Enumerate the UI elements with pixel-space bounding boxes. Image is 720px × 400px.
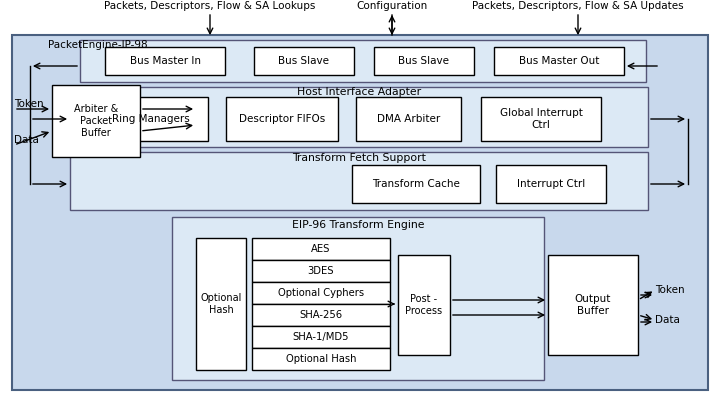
Text: PacketEngine-IP-98: PacketEngine-IP-98: [48, 40, 148, 50]
Text: Transform Fetch Support: Transform Fetch Support: [292, 153, 426, 163]
Bar: [70, 152, 648, 210]
Text: Token: Token: [655, 285, 685, 295]
Bar: [80, 40, 646, 82]
Text: Post -
Process: Post - Process: [405, 294, 443, 316]
Bar: [70, 87, 648, 147]
Text: AES: AES: [311, 244, 330, 254]
Bar: [252, 326, 390, 348]
Text: Bus Slave: Bus Slave: [279, 56, 330, 66]
Bar: [252, 238, 390, 260]
Text: Optional Hash: Optional Hash: [286, 354, 356, 364]
Text: Ring Managers: Ring Managers: [112, 114, 189, 124]
Text: SHA-1/MD5: SHA-1/MD5: [293, 332, 349, 342]
Text: Global Interrupt
Ctrl: Global Interrupt Ctrl: [500, 108, 582, 130]
Text: Bus Master Out: Bus Master Out: [519, 56, 599, 66]
Bar: [252, 304, 390, 326]
Bar: [494, 47, 624, 75]
Bar: [12, 35, 708, 390]
Bar: [252, 260, 390, 282]
Text: Transform Cache: Transform Cache: [372, 179, 460, 189]
Bar: [172, 217, 544, 380]
Text: Data: Data: [655, 315, 680, 325]
Text: Bus Slave: Bus Slave: [398, 56, 449, 66]
Bar: [226, 97, 338, 141]
Text: SHA-256: SHA-256: [300, 310, 343, 320]
Bar: [481, 97, 601, 141]
Text: Packets, Descriptors, Flow & SA Updates: Packets, Descriptors, Flow & SA Updates: [472, 1, 684, 11]
Bar: [93, 97, 208, 141]
Text: Interrupt Ctrl: Interrupt Ctrl: [517, 179, 585, 189]
Text: Configuration: Configuration: [356, 1, 428, 11]
Text: Data: Data: [14, 135, 39, 145]
Text: Descriptor FIFOs: Descriptor FIFOs: [239, 114, 325, 124]
Bar: [356, 97, 461, 141]
Bar: [496, 165, 606, 203]
Bar: [196, 238, 246, 370]
Bar: [254, 47, 354, 75]
Bar: [252, 348, 390, 370]
Text: 3DES: 3DES: [307, 266, 334, 276]
Text: DMA Arbiter: DMA Arbiter: [377, 114, 440, 124]
Text: Host Interface Adapter: Host Interface Adapter: [297, 87, 421, 97]
Bar: [52, 85, 140, 157]
Text: Bus Master In: Bus Master In: [130, 56, 200, 66]
Bar: [105, 47, 225, 75]
Text: Optional Cyphers: Optional Cyphers: [278, 288, 364, 298]
Text: EIP-96 Transform Engine: EIP-96 Transform Engine: [292, 220, 424, 230]
Text: Output
Buffer: Output Buffer: [575, 294, 611, 316]
Bar: [374, 47, 474, 75]
Bar: [252, 282, 390, 304]
Text: Packets, Descriptors, Flow & SA Lookups: Packets, Descriptors, Flow & SA Lookups: [104, 1, 315, 11]
Bar: [352, 165, 480, 203]
Bar: [398, 255, 450, 355]
Text: Arbiter &
Packet
Buffer: Arbiter & Packet Buffer: [74, 104, 118, 138]
Bar: [548, 255, 638, 355]
Text: Optional
Hash: Optional Hash: [200, 293, 242, 315]
Text: Token: Token: [14, 99, 44, 109]
